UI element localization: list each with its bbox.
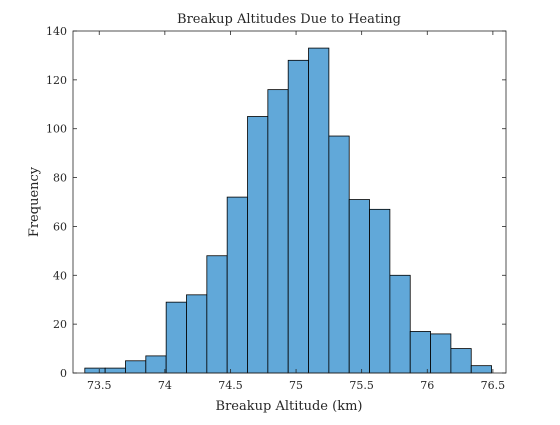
- histogram-bar-7: [206, 255, 228, 374]
- y-tick-label: 60: [53, 220, 67, 233]
- histogram-bar-8: [226, 196, 248, 374]
- histogram-bar-2: [104, 367, 126, 374]
- histogram-bar-17: [409, 331, 431, 374]
- y-tick-label: 80: [53, 172, 67, 185]
- axes-box: [72, 30, 507, 374]
- chart-title: Breakup Altitudes Due to Heating: [177, 12, 401, 27]
- x-tick-label: 76: [420, 379, 434, 392]
- histogram-bar-15: [369, 208, 391, 374]
- histogram-bar-14: [348, 199, 370, 374]
- histogram-bar-16: [389, 274, 411, 374]
- x-axis-label: Breakup Altitude (km): [216, 399, 363, 414]
- x-tick-label: 75: [289, 379, 303, 392]
- y-tick-label: 120: [46, 74, 67, 87]
- y-tick-label: 100: [46, 123, 67, 136]
- histogram-bar-5: [165, 301, 187, 374]
- x-tick-label: 74: [158, 379, 172, 392]
- x-tick-label: 75.5: [349, 379, 374, 392]
- histogram-bar-1: [84, 367, 106, 374]
- x-tick-label: 73.5: [87, 379, 112, 392]
- x-axis-ticks: 73.5 74 74.5 75 75.5 76 76.5: [87, 31, 505, 392]
- histogram-bar-19: [450, 348, 472, 374]
- histogram-bar-18: [430, 333, 452, 374]
- axes: [72, 30, 507, 374]
- histogram-bar-20: [470, 365, 492, 374]
- histogram-bar-10: [267, 89, 289, 374]
- histogram-bar-12: [308, 47, 330, 374]
- y-axis-label: Frequency: [27, 166, 42, 237]
- histogram-bars: [84, 47, 492, 374]
- x-tick-label: 76.5: [481, 379, 506, 392]
- y-tick-label: 0: [60, 367, 67, 380]
- histogram-bar-11: [287, 59, 309, 374]
- histogram-bar-9: [247, 116, 269, 374]
- histogram-bar-4: [145, 355, 167, 374]
- y-tick-label: 40: [53, 269, 67, 282]
- histogram-bar-13: [328, 135, 350, 374]
- y-tick-label: 140: [46, 25, 67, 38]
- histogram-bar-3: [125, 360, 147, 374]
- y-tick-label: 20: [53, 318, 67, 331]
- x-tick-label: 74.5: [218, 379, 243, 392]
- histogram-bar-6: [186, 294, 208, 374]
- y-axis-ticks: 0 20 40 60 80 100 120 140: [46, 25, 506, 380]
